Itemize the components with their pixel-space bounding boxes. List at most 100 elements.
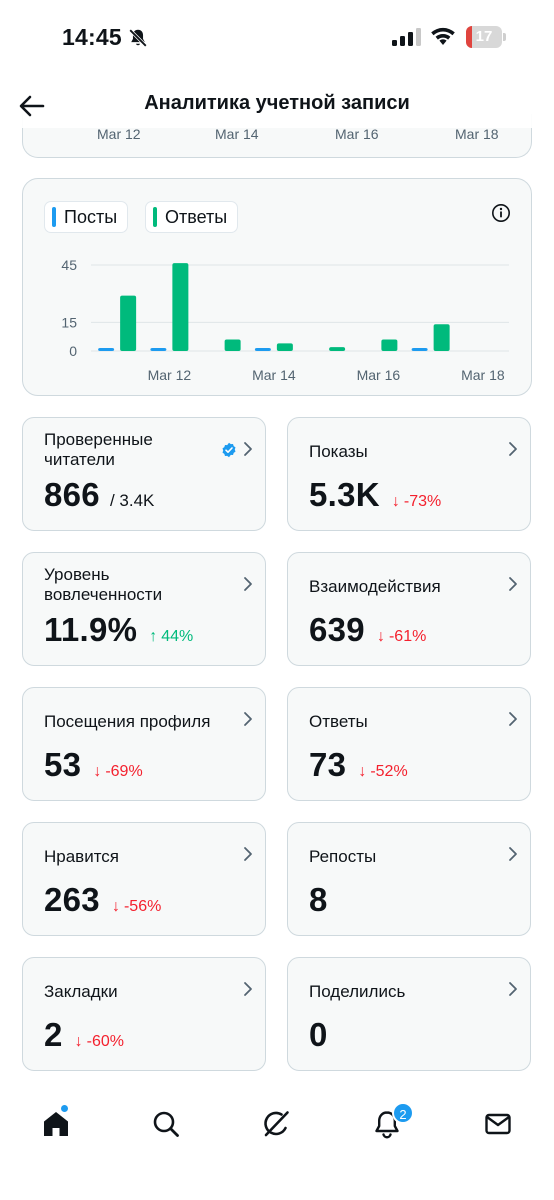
battery-fill [466, 26, 473, 48]
stat-card-engagements[interactable]: Взаимодействия 639 ↓ -61% [287, 552, 531, 666]
nav-home[interactable] [36, 1104, 76, 1144]
stat-card-shares[interactable]: Поделились 0 [287, 957, 531, 1071]
x-tick-label: Mar 12 [148, 367, 192, 383]
stat-value: 2 [44, 1016, 63, 1053]
grok-icon [264, 1111, 289, 1137]
stat-change: ↑ 44% [149, 628, 193, 646]
y-tick-label: 15 [61, 314, 77, 330]
posts-bar [150, 348, 167, 351]
stat-value: 263 [44, 881, 100, 918]
legend-replies[interactable]: Ответы [145, 201, 239, 233]
stat-change-value: -60% [86, 1033, 125, 1050]
y-tick-label: 0 [69, 343, 77, 359]
nav-messages[interactable] [478, 1104, 518, 1144]
stat-value-row: 0 [309, 1016, 328, 1054]
chevron-right-icon [244, 982, 252, 996]
arrow-up-icon: ↑ [149, 628, 158, 645]
chevron-right-icon [244, 847, 252, 861]
stat-value-row: 73 ↓ -52% [309, 746, 408, 784]
arrow-down-icon: ↓ [358, 763, 367, 780]
stat-card-impressions[interactable]: Показы 5.3K ↓ -73% [287, 417, 531, 531]
battery-level: 17 [475, 28, 493, 45]
stat-card-replies[interactable]: Ответы 73 ↓ -52% [287, 687, 531, 801]
posts-bar [411, 348, 428, 351]
stat-value-row: 263 ↓ -56% [44, 881, 161, 919]
replies-bar [381, 339, 398, 351]
chevron-right-icon [509, 712, 517, 726]
arrow-down-icon: ↓ [376, 628, 385, 645]
legend-replies-label: Ответы [165, 206, 228, 227]
stat-label: Репосты [309, 847, 377, 866]
stat-value-row: 866 / 3.4K [44, 476, 154, 514]
nav-grok[interactable] [256, 1104, 296, 1144]
back-button[interactable] [16, 90, 48, 122]
bell-off-icon [129, 29, 147, 47]
home-icon [44, 1112, 68, 1136]
stat-change: ↓ -69% [93, 763, 142, 781]
stat-label: Проверенные читатели [44, 430, 153, 469]
stat-card-bookmarks[interactable]: Закладки 2 ↓ -60% [22, 957, 266, 1071]
stat-value: 0 [309, 1016, 328, 1053]
bell-icon [375, 1111, 399, 1139]
nav-notifications[interactable] [367, 1104, 407, 1144]
stat-card-profile-visits[interactable]: Посещения профиля 53 ↓ -69% [22, 687, 266, 801]
stat-label: Уровень вовлеченности [44, 565, 163, 604]
chevron-right-icon [244, 577, 252, 591]
stat-label: Взаимодействия [309, 577, 441, 596]
stat-value: 866 [44, 476, 100, 513]
stat-value: 5.3K [309, 476, 380, 513]
battery-body: 17 [466, 26, 502, 48]
legend-posts-label: Посты [64, 206, 118, 227]
legend-replies-swatch [153, 207, 157, 227]
home-unread-dot [60, 1104, 69, 1113]
stat-value: 11.9% [44, 611, 138, 648]
legend-posts-swatch [52, 207, 56, 227]
replies-bar [329, 347, 346, 351]
chevron-right-icon [244, 442, 252, 456]
stat-value-row: 53 ↓ -69% [44, 746, 143, 784]
stat-change: ↓ -56% [112, 898, 161, 916]
stat-change-value: 44% [161, 628, 194, 645]
stat-card-reposts[interactable]: Репосты 8 [287, 822, 531, 936]
nav-search[interactable] [146, 1104, 186, 1144]
info-icon[interactable] [491, 203, 511, 223]
stat-value-row: 11.9% ↑ 44% [44, 611, 193, 649]
stat-value-row: 8 [309, 881, 328, 919]
stat-card-likes[interactable]: Нравится 263 ↓ -56% [22, 822, 266, 936]
top-card-x-tick: Mar 16 [335, 126, 379, 142]
stat-change: ↓ -52% [358, 763, 407, 781]
replies-bar [172, 263, 189, 351]
stat-change-value: -73% [403, 493, 442, 510]
legend-posts[interactable]: Посты [44, 201, 129, 233]
chevron-right-icon [509, 577, 517, 591]
top-card-x-tick: Mar 14 [215, 126, 259, 142]
bottom-nav: 2 [0, 1090, 554, 1160]
header: Аналитика учетной записи [0, 80, 554, 130]
search-icon [153, 1111, 179, 1137]
arrow-down-icon: ↓ [74, 1033, 83, 1050]
arrow-down-icon: ↓ [93, 763, 102, 780]
arrow-down-icon: ↓ [111, 898, 120, 915]
stat-label: Нравится [44, 847, 120, 866]
back-arrow-icon [19, 95, 45, 117]
stat-card-engagement-rate[interactable]: Уровень вовлеченности 11.9% ↑ 44% [22, 552, 266, 666]
x-tick-label: Mar 18 [461, 367, 505, 383]
page-title: Аналитика учетной записи [144, 92, 410, 114]
chevron-right-icon [509, 442, 517, 456]
stat-change-value: -56% [123, 898, 162, 915]
chevron-right-icon [509, 982, 517, 996]
stat-label: Ответы [309, 712, 368, 731]
wifi-icon [431, 27, 455, 45]
posts-bar [254, 348, 271, 351]
replies-bar [224, 339, 241, 351]
notification-count-badge: 2 [392, 1102, 414, 1124]
stat-value-row: 2 ↓ -60% [44, 1016, 124, 1054]
replies-bar [276, 343, 293, 351]
top-card-x-tick: Mar 12 [97, 126, 141, 142]
stat-change-value: -69% [105, 763, 143, 780]
stat-card-verified-followers[interactable]: Проверенные читатели 866 / 3.4K [22, 417, 266, 531]
posts-bar [98, 348, 115, 351]
replies-bar [120, 295, 137, 351]
home-indicator [0, 1180, 554, 1200]
stat-sub: / 3.4K [109, 491, 155, 510]
